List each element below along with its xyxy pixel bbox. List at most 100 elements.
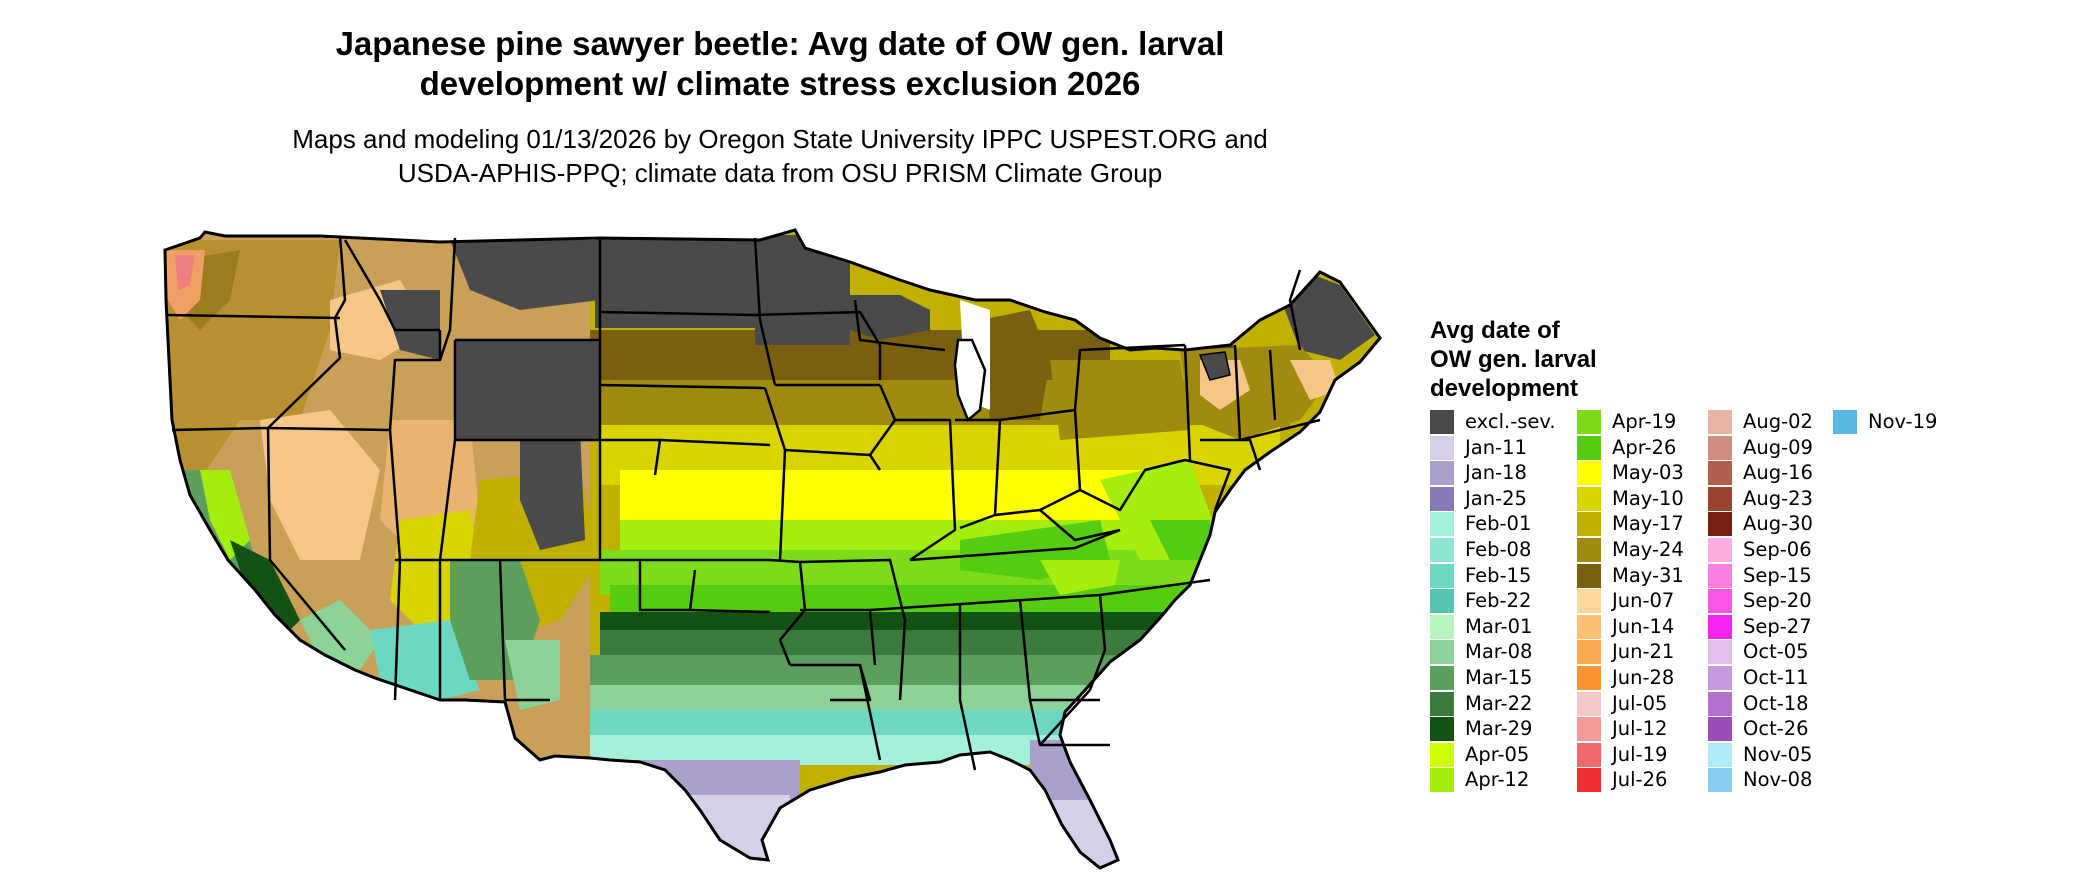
- legend-title: Avg date of OW gen. larval development: [1430, 316, 1597, 403]
- map-title-line-1: Japanese pine sawyer beetle: Avg date of…: [335, 25, 1225, 62]
- legend-label: Jul-19: [1612, 742, 1668, 766]
- legend-label: Feb-22: [1465, 589, 1532, 613]
- us-map-svg: [163, 228, 1382, 870]
- legend-label: May-31: [1612, 563, 1684, 587]
- legend-item: Sep-06: [1708, 537, 1834, 563]
- legend-label: Apr-19: [1612, 410, 1677, 433]
- legend-swatch: [1577, 461, 1601, 486]
- ne-highland: [1198, 351, 1231, 381]
- legend-swatch: [1430, 435, 1454, 460]
- legend-label: Jan-25: [1465, 486, 1527, 510]
- legend-label: Aug-23: [1743, 486, 1813, 510]
- legend-item: Jan-11: [1430, 435, 1556, 461]
- legend-label: Aug-02: [1743, 410, 1813, 433]
- legend-item: Oct-11: [1708, 665, 1834, 691]
- legend-item: Oct-18: [1708, 691, 1834, 717]
- legend-title-line-3: development: [1430, 375, 1579, 402]
- legend-label: Jun-07: [1612, 589, 1675, 613]
- legend-label: Jul-12: [1612, 717, 1668, 741]
- legend-item: Aug-16: [1708, 460, 1834, 486]
- legend-swatch: [1430, 717, 1454, 742]
- legend-label: Sep-06: [1743, 537, 1812, 561]
- legend-swatch: [1430, 486, 1454, 511]
- legend-item: Sep-15: [1708, 563, 1834, 589]
- legend-label: Jul-26: [1612, 768, 1668, 792]
- legend-item: Feb-01: [1430, 511, 1556, 537]
- us-map: [150, 222, 1400, 892]
- legend-swatch: [1708, 665, 1732, 690]
- legend-item: May-17: [1577, 511, 1703, 537]
- legend-item: Jul-26: [1577, 767, 1703, 793]
- legend-swatch: [1430, 665, 1454, 690]
- legend-swatch: [1708, 768, 1732, 793]
- legend-item: Jul-19: [1577, 742, 1703, 768]
- legend-item: Mar-08: [1430, 639, 1556, 665]
- legend-swatch: [1708, 614, 1732, 639]
- legend-item: Aug-23: [1708, 486, 1834, 512]
- legend-item: Mar-29: [1430, 716, 1556, 742]
- legend-label: Mar-15: [1465, 665, 1533, 689]
- legend-swatch: [1708, 640, 1732, 665]
- legend-column: Apr-19 Apr-26 May-03 May-10 May-17 May-24 May-…: [1577, 409, 1703, 793]
- legend-label: Sep-15: [1743, 563, 1812, 587]
- legend-label: May-10: [1612, 486, 1684, 510]
- legend-item: Nov-05: [1708, 742, 1834, 768]
- legend-label: Mar-29: [1465, 717, 1533, 741]
- legend-label: Aug-30: [1743, 512, 1813, 536]
- map-title: Japanese pine sawyer beetle: Avg date of…: [160, 24, 1400, 104]
- legend-swatch: [1430, 461, 1454, 486]
- legend-swatch: [1708, 537, 1732, 562]
- legend-item: Apr-19: [1577, 409, 1703, 435]
- legend-item: Aug-02: [1708, 409, 1834, 435]
- legend-swatch: [1430, 512, 1454, 537]
- legend-title-line-1: Avg date of: [1430, 317, 1560, 344]
- legend-swatch: [1708, 512, 1732, 537]
- legend-label: Feb-15: [1465, 563, 1532, 587]
- legend-swatch: [1577, 410, 1601, 434]
- legend-label: Oct-18: [1743, 691, 1809, 715]
- legend-swatch: [1708, 435, 1732, 460]
- legend-label: Sep-20: [1743, 589, 1812, 613]
- legend-item: Jan-25: [1430, 486, 1556, 512]
- legend-label: Nov-05: [1743, 742, 1813, 766]
- legend-label: Oct-11: [1743, 665, 1809, 689]
- legend-item: Feb-08: [1430, 537, 1556, 563]
- legend-swatch: [1577, 537, 1601, 562]
- legend-swatch: [1708, 563, 1732, 588]
- legend-item: Jul-12: [1577, 716, 1703, 742]
- legend-swatch: [1577, 691, 1601, 716]
- legend-item: Jun-14: [1577, 614, 1703, 640]
- legend-label: Aug-16: [1743, 461, 1813, 485]
- legend-column: excl.-sev. Jan-11 Jan-18 Jan-25 Feb-01 Feb-08…: [1430, 409, 1556, 793]
- legend-label: Oct-05: [1743, 640, 1809, 664]
- legend-label: Aug-09: [1743, 435, 1813, 459]
- legend-label: Jun-28: [1612, 665, 1675, 689]
- legend-label: May-17: [1612, 512, 1684, 536]
- legend-item: May-24: [1577, 537, 1703, 563]
- legend-label: Jun-14: [1612, 614, 1675, 638]
- legend-item: Sep-20: [1708, 588, 1834, 614]
- legend-label: Feb-01: [1465, 512, 1532, 536]
- legend-label: excl.-sev.: [1465, 410, 1556, 433]
- legend-swatch: [1708, 717, 1732, 742]
- legend-item: Nov-19: [1833, 409, 1959, 435]
- legend-swatch: [1430, 640, 1454, 665]
- legend-swatch: [1577, 512, 1601, 537]
- legend-label: Jun-21: [1612, 640, 1675, 664]
- legend-swatch: [1430, 563, 1454, 588]
- legend-item: Apr-12: [1430, 767, 1556, 793]
- legend-swatch: [1577, 768, 1601, 793]
- map-title-line-2: development w/ climate stress exclusion …: [419, 65, 1141, 102]
- legend-item: Feb-22: [1430, 588, 1556, 614]
- legend-swatch: [1708, 410, 1732, 434]
- map-fill-bands: [165, 230, 1380, 868]
- legend-label: Nov-08: [1743, 768, 1813, 792]
- legend-item: Oct-05: [1708, 639, 1834, 665]
- legend-label: May-24: [1612, 537, 1684, 561]
- legend-item: Jun-07: [1577, 588, 1703, 614]
- legend-swatch: [1577, 589, 1601, 614]
- legend-item: May-10: [1577, 486, 1703, 512]
- legend-item: Mar-01: [1430, 614, 1556, 640]
- legend-swatch: [1430, 768, 1454, 793]
- legend-item: Feb-15: [1430, 563, 1556, 589]
